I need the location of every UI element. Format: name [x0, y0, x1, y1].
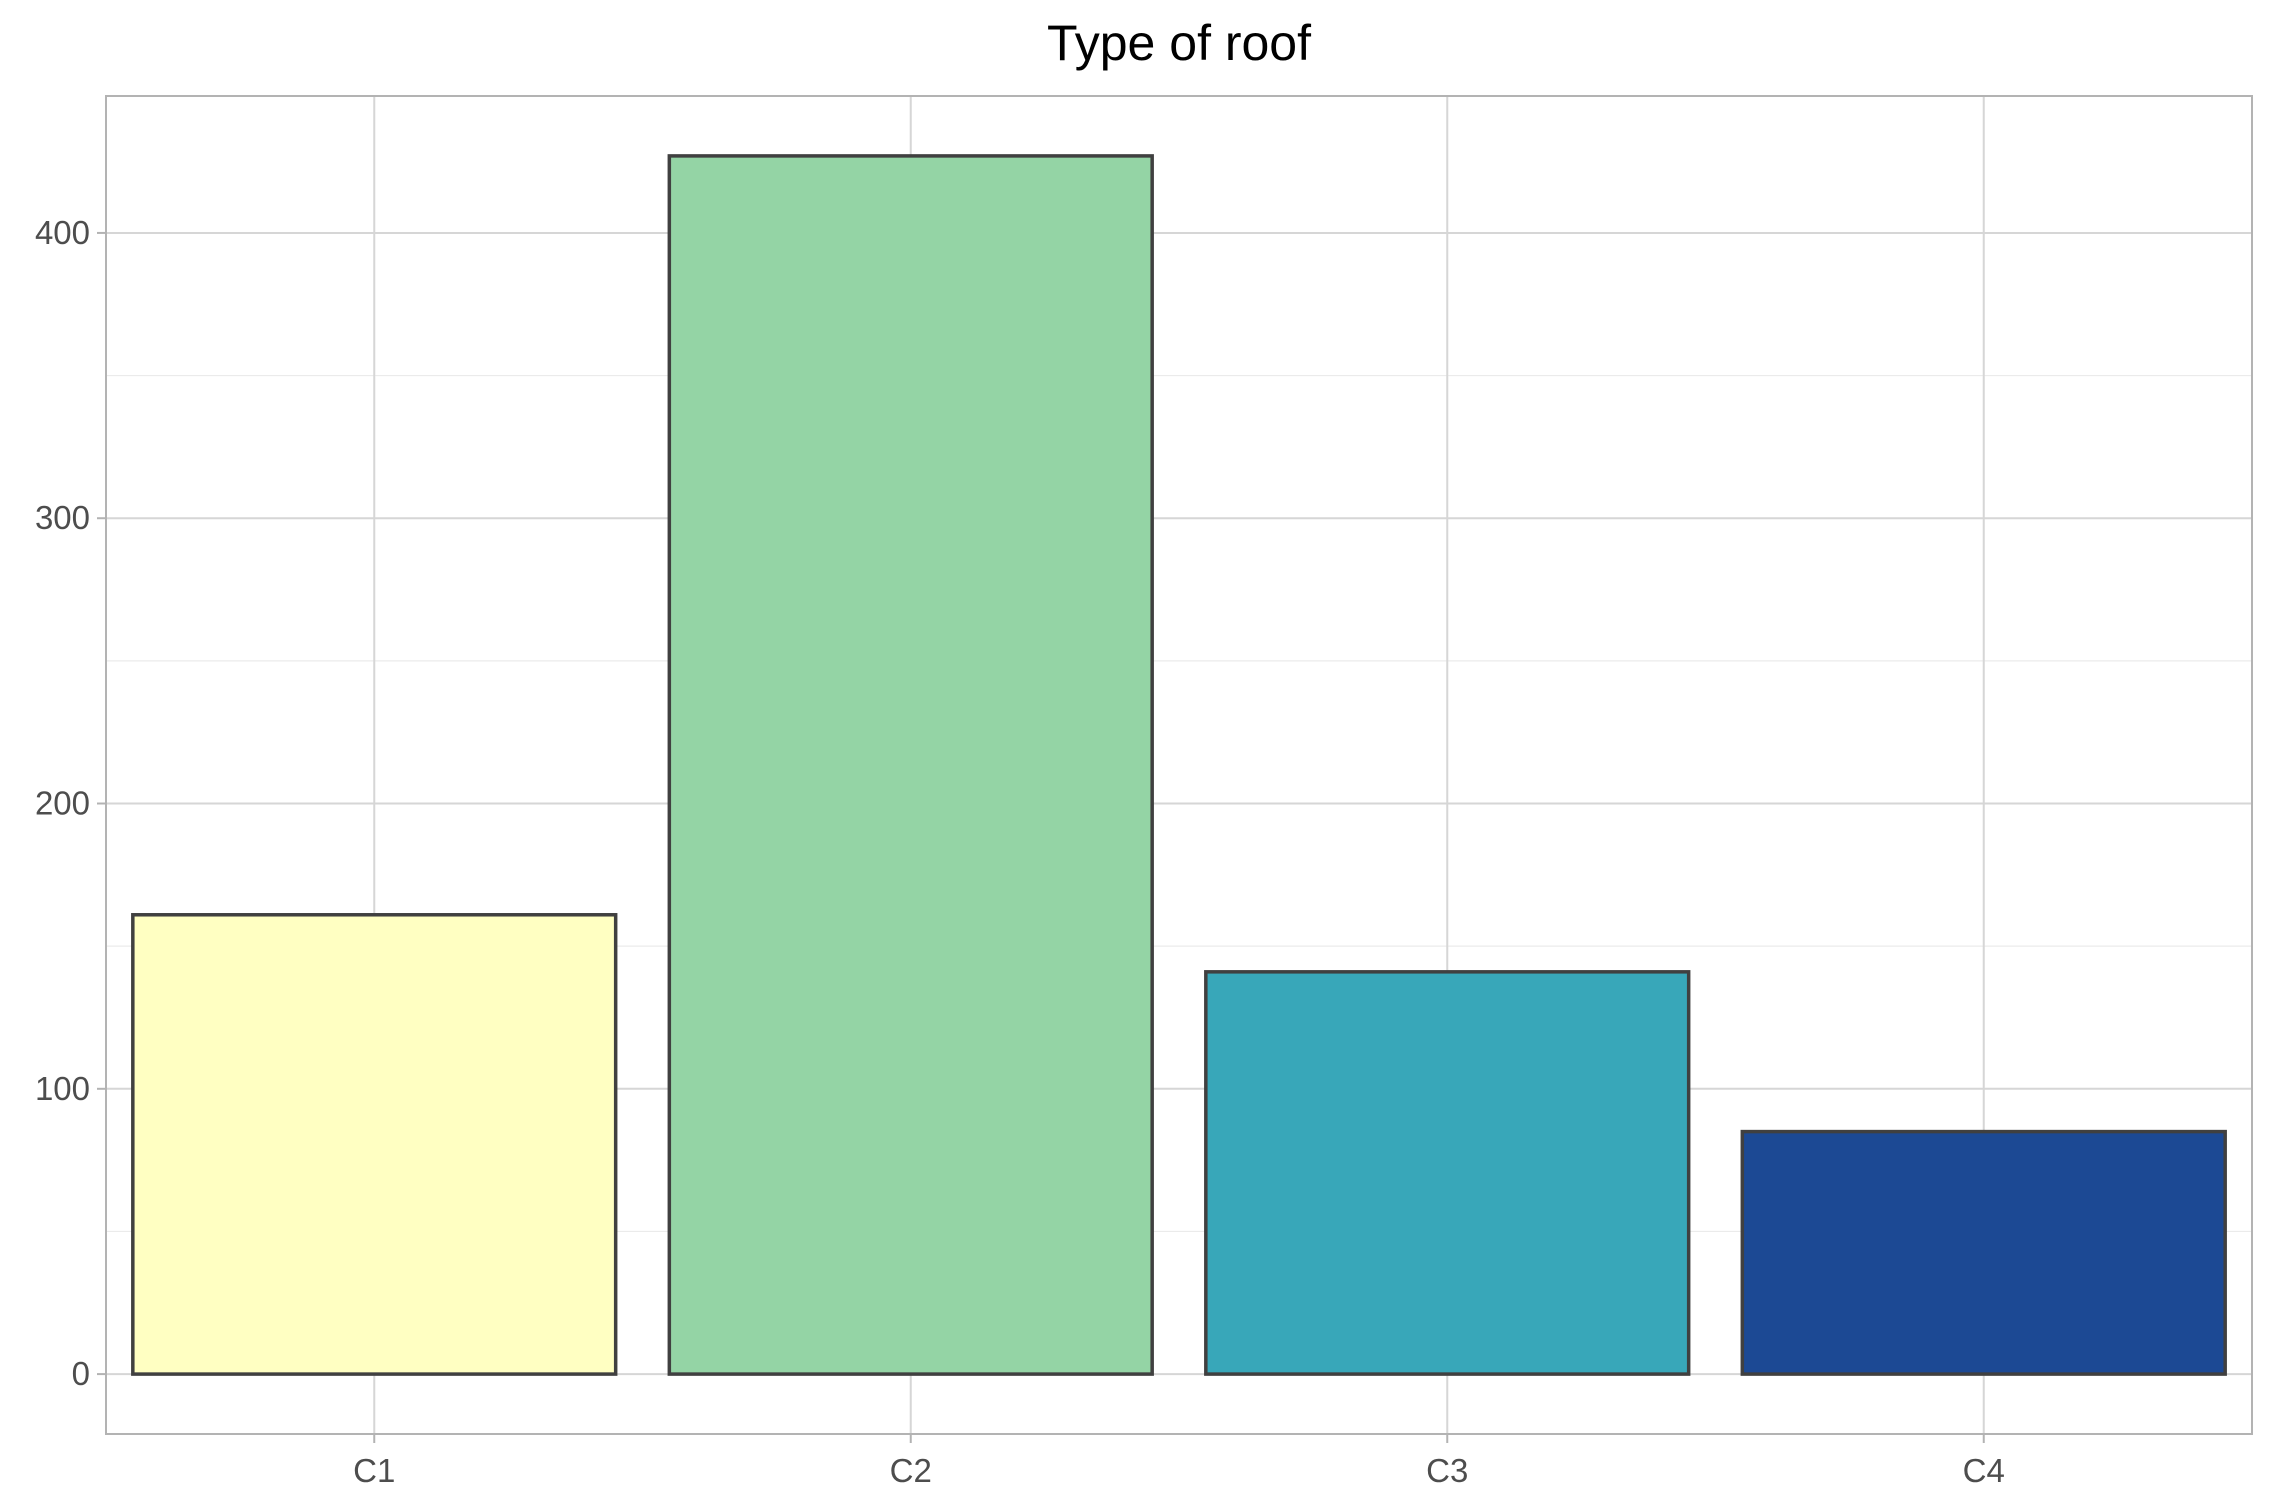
x-tick-label: C2 — [890, 1452, 932, 1489]
panel-border — [105, 95, 2253, 1435]
x-tick-label: C3 — [1426, 1452, 1468, 1489]
bars — [131, 154, 2227, 1376]
chart-title: Type of roof — [1047, 15, 1311, 71]
bar-c2 — [667, 154, 1154, 1376]
y-tick-label: 0 — [72, 1355, 90, 1392]
bar-c4 — [1740, 1129, 2227, 1376]
y-tick-label: 100 — [35, 1070, 90, 1107]
x-tick-label: C4 — [1963, 1452, 2005, 1489]
bar-c3 — [1204, 970, 1691, 1376]
x-tick-label: C1 — [353, 1452, 395, 1489]
y-axis-ticks: 0 100 200 300 400 — [35, 214, 106, 1392]
y-tick-label: 200 — [35, 785, 90, 822]
y-tick-label: 300 — [35, 499, 90, 536]
y-tick-label: 400 — [35, 214, 90, 251]
x-axis-ticks: C1 C2 C3 C4 — [353, 1434, 2005, 1489]
bar-c1 — [131, 913, 618, 1376]
